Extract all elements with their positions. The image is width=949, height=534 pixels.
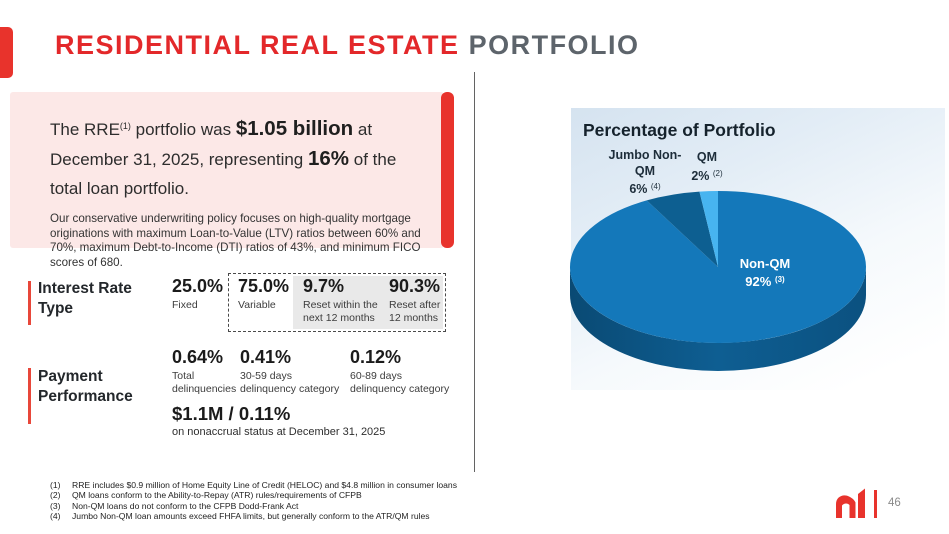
pie-label-non-qm-pct: 92% — [745, 273, 772, 289]
pie-label-jumbo-text: Jumbo Non-QM — [608, 148, 682, 178]
payment-section-label: Payment Performance — [38, 367, 133, 406]
pie-label-non-qm: Non-QM 92% (3) — [705, 256, 825, 289]
variable-rate-group-box: 75.0% Variable 9.7% Reset within the nex… — [228, 273, 446, 332]
stat-fixed-value: 25.0% — [172, 276, 224, 296]
footnote-1-num: (1) — [50, 480, 61, 490]
page-title: RESIDENTIAL REAL ESTATE PORTFOLIO — [55, 30, 640, 61]
pie-label-jumbo-pct: 6% — [629, 182, 648, 196]
stat-variable: 75.0% Variable — [238, 277, 290, 312]
pie-slice-jumbo-non-qm — [646, 191, 718, 267]
interest-rate-section-label: Interest Rate Type — [38, 279, 132, 318]
stat-reset-within-label: Reset within the next 12 months — [303, 299, 378, 324]
headline-pre: The RRE — [50, 120, 120, 139]
vertical-divider — [474, 72, 475, 472]
headline-post: of the total loan portfolio. — [50, 150, 397, 198]
stat-variable-label: Variable — [238, 299, 276, 311]
page-title-rest: PORTFOLIO — [468, 30, 640, 60]
footnote-row-2: (2) QM loans conform to the Ability-to-R… — [50, 490, 457, 500]
headline-mid1: portfolio was — [130, 120, 236, 139]
stat-reset-after: 90.3% Reset after 12 months — [389, 277, 444, 324]
stat-reset-after-value: 90.3% — [389, 276, 441, 296]
pie-slice-non-qm — [569, 191, 866, 343]
headline-amount: $1.05 billion — [235, 117, 354, 140]
stat-fixed: 25.0% Fixed — [172, 277, 224, 312]
stat-60-89-days-value: 0.12% — [350, 347, 402, 367]
stat-total-delinquencies-label: Total delinquencies — [172, 370, 237, 395]
page-title-highlight: RESIDENTIAL REAL ESTATE — [55, 30, 460, 60]
footnote-3-text: Non-QM loans do not conform to the CFPB … — [72, 500, 299, 511]
stat-variable-value: 75.0% — [238, 276, 290, 296]
stat-60-89-days-label: 60-89 days delinquency category — [350, 370, 450, 395]
brand-logo-icon — [836, 488, 865, 518]
pie-label-qm-text: QM — [696, 150, 718, 164]
chart-title: Percentage of Portfolio — [583, 120, 776, 140]
footer-divider-bar — [874, 490, 877, 518]
stat-reset-within: 9.7% Reset within the next 12 months — [303, 277, 387, 324]
title-accent-tab — [0, 27, 13, 78]
footnote-4-num: (4) — [50, 510, 61, 521]
stat-30-59-days-value: 0.41% — [240, 347, 292, 367]
stat-total-delinquencies-value: 0.64% — [172, 347, 224, 367]
pie-label-non-qm-text: Non-QM — [739, 256, 791, 271]
pie-slice-qm — [699, 191, 718, 267]
footnote-ref-4: (4) — [650, 182, 661, 191]
pie-side-depth — [570, 267, 866, 371]
pie-label-qm-value: 2% (2) — [672, 166, 742, 185]
stat-nonaccrual-value: $1.1M / 0.11% — [172, 403, 291, 424]
summary-content: The RRE(1) portfolio was $1.05 billion a… — [50, 112, 428, 270]
pie-label-jumbo-value: 6% (4) — [600, 179, 690, 198]
stat-30-59-days: 0.41% 30-59 days delinquency category — [240, 348, 344, 395]
stat-30-59-days-label: 30-59 days delinquency category — [240, 370, 340, 395]
interest-rate-label-line2: Type — [38, 299, 74, 317]
footnote-ref-1: (1) — [119, 121, 131, 131]
footnotes: (1) RRE includes $0.9 million of Home Eq… — [50, 480, 457, 521]
reset-highlight-area — [293, 276, 443, 329]
summary-headline: The RRE(1) portfolio was $1.05 billion a… — [50, 112, 428, 203]
footnote-ref-2: (2) — [712, 168, 723, 178]
portfolio-pie-chart-icon — [569, 191, 866, 371]
pie-label-jumbo-non-qm: Jumbo Non-QM 6% (4) — [600, 148, 690, 198]
summary-box: The RRE(1) portfolio was $1.05 billion a… — [10, 92, 454, 269]
stat-reset-after-label: Reset after 12 months — [389, 299, 441, 324]
page-number: 46 — [888, 497, 901, 509]
footnote-4-text: Jumbo Non-QM loan amounts exceed FHFA li… — [72, 510, 430, 521]
pie-label-qm-pct: 2% — [691, 168, 710, 183]
footnote-3-num: (3) — [50, 500, 61, 511]
footnote-1-text: RRE includes $0.9 million of Home Equity… — [72, 480, 457, 490]
pie-label-non-qm-value: 92% (3) — [705, 272, 825, 290]
headline-mid2: at December 31, 2025, representing — [50, 120, 373, 169]
footnote-row-3: (3) Non-QM loans do not conform to the C… — [50, 501, 457, 511]
stat-total-delinquencies: 0.64% Total delinquencies — [172, 348, 238, 395]
payment-label-line2: Performance — [38, 387, 133, 405]
payment-label-line1: Payment — [38, 368, 103, 385]
pie-label-qm: QM 2% (2) — [672, 150, 742, 184]
stat-nonaccrual: $1.1M / 0.11% on nonaccrual status at De… — [172, 404, 385, 439]
interest-rate-accent-line — [28, 281, 31, 325]
footnote-2-num: (2) — [50, 490, 61, 501]
interest-rate-label-line1: Interest Rate — [38, 280, 132, 297]
headline-percent: 16% — [308, 147, 350, 170]
stat-fixed-label: Fixed — [172, 299, 198, 311]
footnote-2-text: QM loans conform to the Ability-to-Repay… — [72, 490, 362, 501]
summary-body: Our conservative underwriting policy foc… — [50, 212, 421, 269]
stat-60-89-days: 0.12% 60-89 days delinquency category — [350, 348, 454, 395]
footnote-row-1: (1) RRE includes $0.9 million of Home Eq… — [50, 480, 457, 490]
footnote-row-4: (4) Jumbo Non-QM loan amounts exceed FHF… — [50, 511, 457, 521]
footnote-ref-3: (3) — [774, 274, 785, 284]
summary-accent-bar — [441, 92, 454, 248]
payment-accent-line — [28, 368, 31, 424]
stat-reset-within-value: 9.7% — [303, 276, 345, 296]
stat-nonaccrual-label: on nonaccrual status at December 31, 202… — [172, 426, 386, 438]
